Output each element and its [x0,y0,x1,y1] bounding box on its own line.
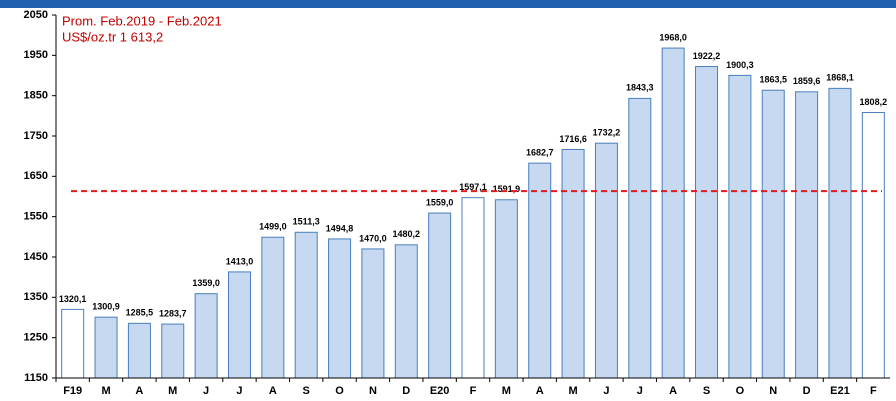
bar [461,197,485,379]
value-label: 1922,2 [693,51,721,61]
y-tick-label: 1650 [24,170,48,182]
y-tick-label: 1950 [24,49,48,61]
bar [761,89,785,379]
value-label: 1559,0 [426,197,454,207]
x-tick-label: M [502,385,511,397]
y-tick-label: 1750 [24,130,48,142]
value-label: 1868,1 [826,73,854,83]
y-tick-label: 1350 [24,291,48,303]
value-label: 1863,5 [759,75,787,85]
value-label: 1494,8 [326,223,354,233]
bar [361,248,385,379]
value-label: 1300,9 [92,302,120,312]
x-tick-label: J [637,385,643,397]
x-tick-label: E21 [830,385,850,397]
value-label: 1480,2 [393,229,421,239]
bar [394,244,418,379]
x-tick-label: A [269,385,277,397]
bar [127,322,151,379]
bar [594,142,618,379]
value-label: 1320,1 [59,294,87,304]
bar [194,293,218,379]
bar [628,97,652,379]
bar [861,112,885,379]
value-label: 1359,0 [192,278,220,288]
x-tick-label: A [135,385,143,397]
value-label: 1682,7 [526,148,554,158]
bar [161,323,185,379]
x-tick-label: A [536,385,544,397]
x-tick-label: M [568,385,577,397]
bar [94,316,118,379]
x-tick-label: S [703,385,710,397]
value-label: 1968,0 [659,32,687,42]
x-tick-label: E20 [430,385,450,397]
header-band [0,0,896,8]
value-label: 1859,6 [793,76,821,86]
bar [728,74,752,379]
value-label: 1808,2 [860,97,888,107]
y-tick-label: 2050 [24,9,48,21]
x-tick-label: F19 [63,385,82,397]
bar [494,199,518,379]
x-tick-label: D [402,385,410,397]
value-label: 1843,3 [626,83,654,93]
bar [828,87,852,379]
x-tick-label: S [303,385,310,397]
value-label: 1900,3 [726,60,754,70]
y-tick-label: 1550 [24,211,48,223]
bar [294,231,318,379]
bar [328,238,352,379]
bar [795,91,819,379]
x-tick-label: M [101,385,110,397]
value-label: 1470,0 [359,233,387,243]
value-label: 1499,0 [259,222,287,232]
bar [661,47,685,379]
annotation: US$/oz.tr 1 613,2 [62,29,163,44]
x-tick-label: J [236,385,242,397]
x-tick-label: N [369,385,377,397]
y-tick-label: 1850 [24,90,48,102]
value-label: 1511,3 [293,217,320,227]
x-tick-label: N [769,385,777,397]
x-tick-label: J [203,385,209,397]
bar [61,308,85,379]
value-label: 1732,2 [593,128,621,138]
value-label: 1716,6 [559,134,587,144]
bar [561,148,585,379]
bar [428,212,452,379]
x-tick-label: F [470,385,477,397]
y-tick-label: 1150 [24,372,48,384]
value-label: 1285,5 [126,308,154,318]
x-tick-label: M [168,385,177,397]
value-label: 1591,9 [493,184,521,194]
bar [227,271,251,379]
value-label: 1597,1 [459,182,487,192]
value-label: 1413,0 [226,256,254,266]
y-tick-label: 1450 [24,251,48,263]
x-tick-label: O [335,385,344,397]
annotation: Prom. Feb.2019 - Feb.2021 [62,13,222,28]
x-tick-label: J [603,385,609,397]
value-label: 1283,7 [159,308,187,318]
x-tick-label: O [736,385,745,397]
x-tick-label: A [669,385,677,397]
y-tick-label: 1250 [24,332,48,344]
bar [528,162,552,379]
bar [695,66,719,379]
bar [261,236,285,379]
x-tick-label: D [803,385,811,397]
x-tick-label: F [870,385,877,397]
